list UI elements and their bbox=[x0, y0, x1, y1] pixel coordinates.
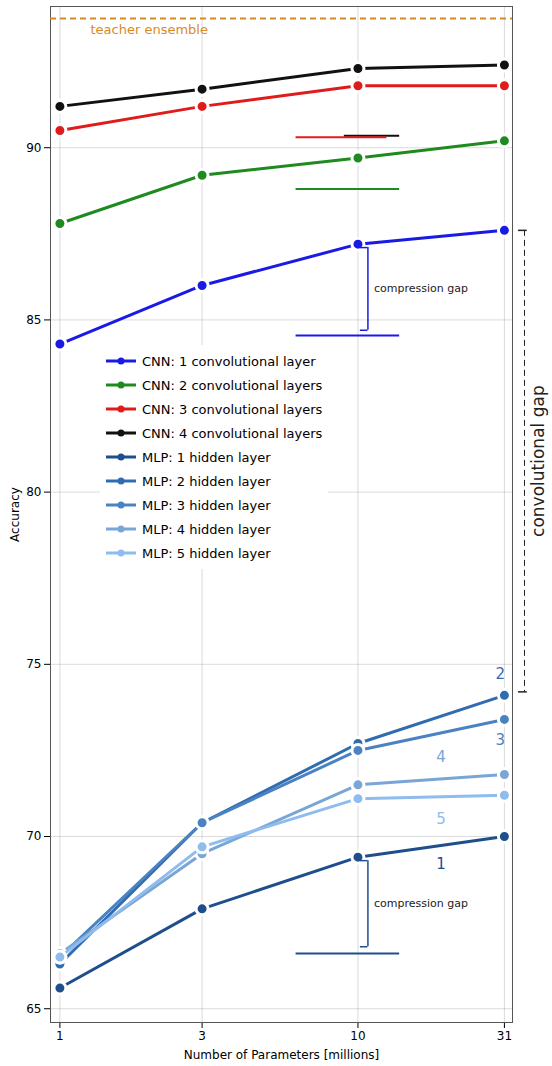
html-text:MLP: 3 hidden layer: MLP: 3 hidden layer bbox=[142, 497, 271, 513]
svg-text:10: 10 bbox=[350, 1029, 365, 1043]
html-text:MLP: 4 hidden layer: MLP: 4 hidden layer bbox=[142, 521, 271, 537]
html-text:CNN: 3 convolutional layers: CNN: 3 convolutional layers bbox=[142, 401, 323, 417]
svg-text:3: 3 bbox=[495, 731, 505, 749]
svg-text:teacher ensemble: teacher ensemble bbox=[91, 22, 208, 37]
svg-text:Number of Parameters [millions: Number of Parameters [millions] bbox=[184, 1048, 380, 1062]
html-text:MLP: 1 hidden layer: MLP: 1 hidden layer bbox=[142, 449, 271, 465]
svg-text:1: 1 bbox=[56, 1029, 64, 1043]
svg-text:2: 2 bbox=[495, 665, 505, 683]
html-text:CNN: 1 convolutional layer: CNN: 1 convolutional layer bbox=[142, 353, 316, 369]
html-text:CNN: 2 convolutional layers: CNN: 2 convolutional layers bbox=[142, 377, 323, 393]
svg-text:31: 31 bbox=[497, 1029, 512, 1043]
svg-text:70: 70 bbox=[26, 829, 41, 843]
svg-text:85: 85 bbox=[26, 313, 41, 327]
svg-text:4: 4 bbox=[436, 748, 446, 766]
svg-text:1: 1 bbox=[436, 855, 446, 873]
html-text:MLP: 2 hidden layer: MLP: 2 hidden layer bbox=[142, 473, 271, 489]
svg-text:75: 75 bbox=[26, 657, 41, 671]
svg-text:65: 65 bbox=[26, 1002, 41, 1016]
svg-text:90: 90 bbox=[26, 141, 41, 155]
svg-text:5: 5 bbox=[436, 810, 446, 828]
html-text:MLP: 5 hidden layer: MLP: 5 hidden layer bbox=[142, 545, 271, 561]
svg-text:compression gap: compression gap bbox=[374, 282, 468, 295]
svg-text:convolutional gap: convolutional gap bbox=[528, 385, 548, 537]
svg-text:80: 80 bbox=[26, 485, 41, 499]
svg-text:compression gap: compression gap bbox=[374, 897, 468, 910]
svg-text:Accuracy: Accuracy bbox=[8, 487, 22, 542]
html-text:CNN: 4 convolutional layers: CNN: 4 convolutional layers bbox=[142, 425, 323, 441]
svg-text:3: 3 bbox=[198, 1029, 206, 1043]
